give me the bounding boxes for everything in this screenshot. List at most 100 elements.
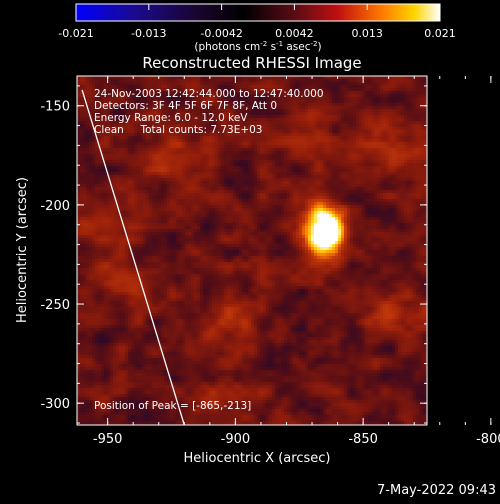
heatmap-cell: [179, 286, 183, 290]
heatmap-cell: [191, 304, 195, 308]
heatmap-cell: [197, 268, 201, 272]
heatmap-cell: [113, 295, 117, 299]
colorbar-tick-label: 0.021: [424, 27, 456, 40]
heatmap-cell: [152, 217, 156, 221]
heatmap-cell: [110, 349, 114, 353]
heatmap-cell: [200, 361, 204, 365]
heatmap-cell: [101, 391, 105, 395]
heatmap-cell: [182, 247, 186, 251]
heatmap-cell: [95, 382, 99, 386]
heatmap-cell: [194, 328, 198, 332]
heatmap-cell: [200, 331, 204, 335]
heatmap-cell: [185, 184, 189, 188]
heatmap-cell: [131, 154, 135, 158]
heatmap-cell: [179, 325, 183, 329]
heatmap-cell: [107, 199, 111, 203]
heatmap-cell: [101, 145, 105, 149]
heatmap-cell: [161, 274, 165, 278]
heatmap-cell: [140, 181, 144, 185]
heatmap-cell: [89, 385, 93, 389]
heatmap-cell: [194, 205, 198, 209]
heatmap-cell: [191, 175, 195, 179]
heatmap-cell: [197, 370, 201, 374]
heatmap-cell: [110, 355, 114, 359]
heatmap-cell: [200, 328, 204, 332]
heatmap-cell: [197, 289, 201, 293]
heatmap-cell: [107, 220, 111, 224]
heatmap-cell: [80, 307, 84, 311]
heatmap-cell: [173, 220, 177, 224]
heatmap-cell: [155, 415, 159, 419]
heatmap-cell: [113, 178, 117, 182]
heatmap-cell: [92, 322, 96, 326]
heatmap-cell: [173, 160, 177, 164]
heatmap-cell: [125, 82, 129, 86]
heatmap-cell: [110, 259, 114, 263]
heatmap-cell: [89, 166, 93, 170]
heatmap-cell: [92, 301, 96, 305]
heatmap-cell: [122, 181, 126, 185]
heatmap-cell: [197, 415, 201, 419]
heatmap-cell: [197, 148, 201, 152]
heatmap-cell: [161, 364, 165, 368]
heatmap-cell: [167, 388, 171, 392]
heatmap-cell: [164, 310, 168, 314]
heatmap-cell: [116, 352, 120, 356]
heatmap-cell: [197, 412, 201, 416]
heatmap-cell: [170, 346, 174, 350]
heatmap-cell: [80, 181, 84, 185]
heatmap-cell: [197, 238, 201, 242]
heatmap-cell: [158, 253, 162, 257]
heatmap-cell: [113, 232, 117, 236]
heatmap-cell: [92, 157, 96, 161]
heatmap-cell: [86, 292, 90, 296]
heatmap-cell: [116, 76, 120, 80]
heatmap-cell: [95, 193, 99, 197]
heatmap-cell: [164, 283, 168, 287]
heatmap-cell: [95, 169, 99, 173]
heatmap-cell: [113, 208, 117, 212]
heatmap-cell: [77, 208, 81, 212]
heatmap-cell: [167, 361, 171, 365]
heatmap-cell: [203, 217, 207, 221]
heatmap-cell: [158, 268, 162, 272]
heatmap-cell: [77, 385, 81, 389]
heatmap-cell: [185, 274, 189, 278]
heatmap-cell: [200, 307, 204, 311]
heatmap-cell: [98, 226, 102, 230]
heatmap-cell: [179, 322, 183, 326]
heatmap-cell: [95, 157, 99, 161]
heatmap-cell: [185, 163, 189, 167]
heatmap-cell: [101, 202, 105, 206]
heatmap-cell: [200, 205, 204, 209]
heatmap-cell: [86, 178, 90, 182]
heatmap-cell: [92, 241, 96, 245]
heatmap-cell: [92, 166, 96, 170]
heatmap-cell: [173, 235, 177, 239]
heatmap-cell: [119, 166, 123, 170]
heatmap-cell: [170, 325, 174, 329]
heatmap-cell: [104, 373, 108, 377]
heatmap-cell: [161, 298, 165, 302]
heatmap-cell: [131, 391, 135, 395]
heatmap-cell: [167, 199, 171, 203]
heatmap-cell: [116, 142, 120, 146]
heatmap-cell: [95, 166, 99, 170]
heatmap-cell: [83, 391, 87, 395]
heatmap-cell: [203, 136, 207, 140]
heatmap-cell: [179, 298, 183, 302]
heatmap-cell: [98, 355, 102, 359]
heatmap-cell: [128, 415, 132, 419]
heatmap-cell: [170, 292, 174, 296]
heatmap-cell: [134, 286, 138, 290]
heatmap-cell: [191, 418, 195, 422]
heatmap-cell: [77, 79, 81, 83]
heatmap-cell: [119, 286, 123, 290]
heatmap-cell: [200, 193, 204, 197]
heatmap-cell: [182, 358, 186, 362]
heatmap-cell: [89, 292, 93, 296]
heatmap-cell: [197, 325, 201, 329]
heatmap-cell: [188, 208, 192, 212]
heatmap-cell: [191, 202, 195, 206]
heatmap-cell: [158, 379, 162, 383]
